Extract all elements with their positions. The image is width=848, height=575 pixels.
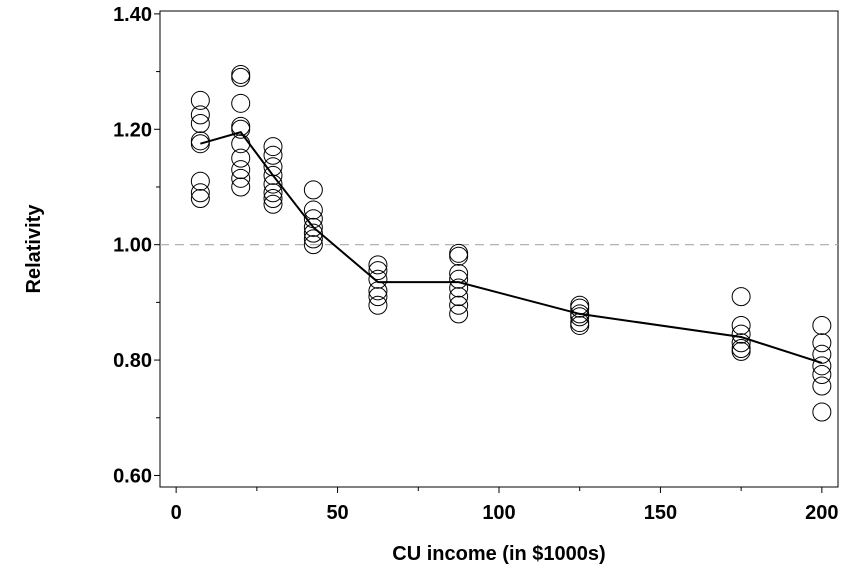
data-point [263,165,283,185]
y-tick-label: 1.20 [113,119,152,141]
data-point [190,189,210,209]
data-point [263,174,283,194]
data-point [263,137,283,157]
data-point [303,229,323,249]
data-point [368,295,388,315]
data-point [449,287,469,307]
data-point [731,315,751,335]
x-tick-label: 150 [644,502,677,524]
data-point [812,376,832,396]
x-tick-label: 200 [805,502,838,524]
data-point [303,209,323,229]
data-point [231,67,251,87]
data-point [812,402,832,422]
data-point [449,304,469,324]
data-point [731,287,751,307]
y-tick-label: 1.40 [113,4,152,26]
data-point [263,183,283,203]
trend-line [200,131,823,364]
data-point [812,344,832,364]
data-point [190,134,210,154]
data-point [263,157,283,177]
data-point [231,93,251,113]
data-point [570,298,590,318]
data-point [449,269,469,289]
data-point [449,278,469,298]
data-point [731,324,751,344]
x-tick-label: 50 [326,502,348,524]
x-tick-label: 100 [482,502,515,524]
data-point [303,217,323,237]
data-point [263,145,283,165]
data-point [812,315,832,335]
data-point [231,168,251,188]
data-point [368,287,388,307]
y-tick-label: 0.60 [113,465,152,487]
data-point [231,119,251,139]
x-axis-label: CU income (in $1000s) [392,543,605,565]
data-point [303,235,323,255]
data-point [570,307,590,327]
data-point [812,356,832,376]
data-point [570,315,590,335]
data-point [303,200,323,220]
data-point [231,160,251,180]
data-point [303,180,323,200]
data-point [190,114,210,134]
scatter-points [190,64,832,422]
y-axis-label: Relativity [23,204,45,294]
data-point [263,194,283,214]
data-point [231,177,251,197]
data-point [812,364,832,384]
data-point [190,171,210,191]
data-point [449,246,469,266]
data-point [368,255,388,275]
data-point [368,269,388,289]
x-tick-label: 0 [171,502,182,524]
data-point [368,281,388,301]
data-point [449,295,469,315]
data-point [190,183,210,203]
data-point [263,189,283,209]
data-point [812,333,832,353]
data-point [731,341,751,361]
data-point [190,105,210,125]
data-point [368,261,388,281]
y-tick-label: 1.00 [113,235,152,257]
data-point [449,264,469,284]
y-tick-label: 0.80 [113,350,152,372]
data-point [190,90,210,110]
y-axis-ticks: 0.60 0.80 1.00 1.20 1.40 [113,4,160,487]
data-point [303,223,323,243]
plot-frame [159,10,839,488]
x-axis-ticks: 0 50 100 150 200 [171,487,839,524]
data-point [231,134,251,154]
trend-line-layer [200,131,823,364]
data-point [231,148,251,168]
data-point [731,333,751,353]
